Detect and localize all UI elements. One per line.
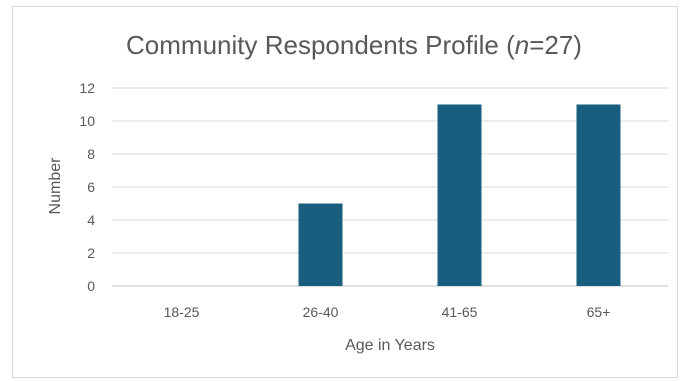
y-tick-label: 2 [87,245,95,261]
y-tick-label: 12 [79,80,95,96]
y-axis-ticks: 0 2 4 6 8 10 12 [79,80,95,294]
y-tick-label: 8 [87,146,95,162]
y-tick-label: 4 [87,212,95,228]
y-axis-title: Number [47,157,64,215]
bar-65+ [576,104,621,286]
y-tick-label: 0 [87,278,95,294]
bars [298,104,621,286]
y-tick-label: 10 [79,113,95,129]
x-tick-label: 18-25 [164,304,200,320]
x-axis-title: Age in Years [345,337,435,354]
bar-41-65 [437,104,482,286]
x-axis-ticks: 18-25 26-40 41-65 65+ [164,304,611,320]
y-tick-label: 6 [87,179,95,195]
bar-26-40 [298,203,343,286]
chart-frame [12,6,678,378]
x-tick-label: 26-40 [303,304,339,320]
chart-title: Community Respondents Profile (n=27) [126,30,582,60]
x-tick-label: 41-65 [442,304,478,320]
x-tick-label: 65+ [587,304,611,320]
gridlines [112,87,668,287]
